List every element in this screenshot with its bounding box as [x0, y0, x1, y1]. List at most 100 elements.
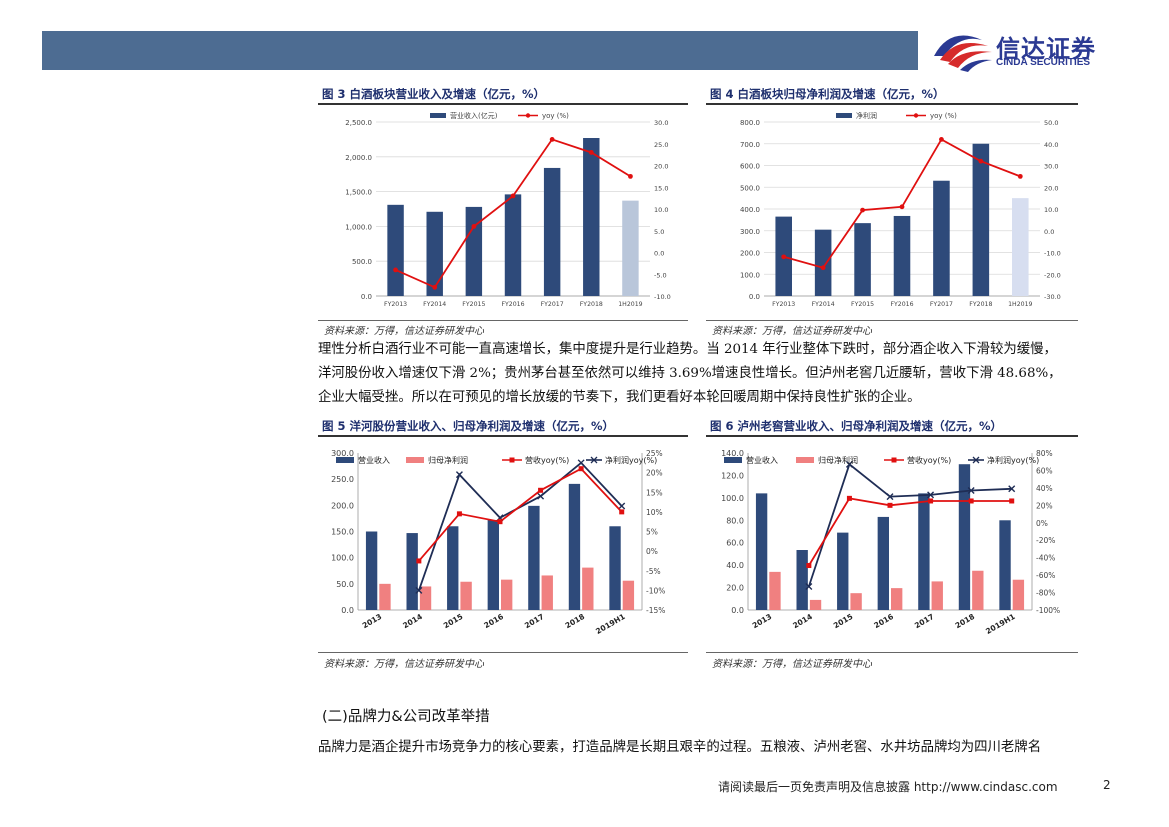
legend-profit-yoy-marker	[972, 456, 980, 464]
x-tick-label: 1H2019	[1008, 301, 1032, 308]
revenue-yoy-point	[456, 511, 462, 517]
y-tick-label: 0.0	[731, 606, 744, 615]
profit-bar-2017	[541, 575, 553, 610]
yoy-point	[1017, 173, 1023, 179]
y2-tick-label: 60%	[1036, 466, 1053, 475]
y-tick-label: 140.0	[721, 449, 744, 458]
revenue-bar-2013	[365, 531, 378, 610]
x-tick-label: 2013	[361, 612, 384, 630]
bar-FY2017	[933, 180, 950, 296]
y2-tick-label: 0%	[646, 547, 658, 556]
profit-bar-2017	[931, 581, 943, 610]
legend-bar-swatch	[430, 113, 446, 118]
y2-tick-label: 20%	[1036, 501, 1053, 510]
x-tick-label: 2019H1	[594, 612, 627, 636]
yoy-point	[549, 137, 555, 142]
y-tick-label: 0.0	[361, 293, 372, 301]
y-tick-label: 2,000.0	[345, 154, 372, 162]
y-tick-label: 150.0	[331, 528, 354, 537]
x-tick-label: FY2017	[930, 301, 953, 308]
y2-tick-label: 20.0	[654, 163, 668, 171]
paragraph-line-3: 企业大幅受挫。所以在可预见的增长放缓的节奏下，我们更看好本轮回暖周期中保持良性扩…	[318, 390, 921, 405]
y2-tick-label: -100%	[1036, 606, 1060, 615]
profit-yoy-point	[577, 459, 585, 467]
revenue-bar-2014	[796, 550, 808, 610]
body-paragraph: 理性分析白酒行业不可能一直高速增长，集中度提升是行业趋势。当 2014 年行业整…	[318, 338, 1118, 410]
revenue-bar-2016	[877, 516, 889, 610]
figure-4-chart: 0.0 100.0 200.0 300.0 400.0 500.0 600.0 700.0 80…	[740, 111, 1061, 308]
yoy-point	[393, 267, 398, 273]
profit-yoy-point	[805, 582, 813, 590]
legend-profit-yoy-label: 净利润yoy(%)	[605, 455, 657, 465]
figure-5-title: 图 5 洋河股份营业收入、归母净利润及增速（亿元，%）	[322, 419, 615, 433]
cinda-logo-icon	[934, 35, 992, 72]
x-tick-label: FY2015	[851, 301, 874, 308]
y2-tick-label: 25%	[646, 449, 663, 458]
y2-tick-label: 20.0	[1044, 184, 1058, 192]
x-tick-label: FY2014	[423, 301, 446, 308]
revenue-yoy-line	[808, 497, 1012, 566]
bar-FY2016	[893, 215, 911, 296]
y-tick-label: 120.0	[721, 471, 744, 480]
revenue-bar-2017	[918, 493, 930, 610]
yoy-point	[432, 284, 438, 290]
x-tick-label: 1H2019	[618, 301, 642, 308]
legend-bar-label: 净利润	[856, 111, 877, 120]
revenue-bar-2018	[568, 483, 581, 610]
y2-tick-label: -5.0	[654, 271, 667, 279]
figure-6-title: 图 6 泸州老窖营业收入、归母净利润及增速（亿元，%）	[710, 419, 1003, 433]
y2-tick-label: -10%	[646, 586, 665, 595]
revenue-yoy-point	[846, 495, 852, 501]
figure-4-title: 图 4 白酒板块归母净利润及增速（亿元，%）	[710, 87, 945, 101]
profit-yoy-point	[537, 492, 545, 500]
profit-yoy-point	[845, 460, 853, 468]
bar-1H2019	[622, 200, 639, 296]
footer-disclaimer: 请阅读最后一页免责声明及信息披露 http://www.cindasc.com	[718, 780, 1058, 794]
legend-profit-swatch	[796, 457, 814, 463]
y2-tick-label: -60%	[1036, 571, 1055, 580]
legend-profit-label: 归母净利润	[818, 455, 858, 465]
figure-5-chart: 0.0 50.0 100.0 150.0 200.0 250.0 300.0 -15% -10%…	[331, 449, 665, 636]
y2-tick-label: 0.0	[1044, 228, 1054, 236]
legend-profit-swatch	[406, 457, 424, 463]
x-tick-label: 2017	[523, 612, 546, 630]
y-tick-label: 60.0	[726, 539, 744, 548]
yoy-point	[781, 254, 787, 260]
legend-rev-yoy-marker	[891, 457, 897, 463]
y-tick-label: 600.0	[740, 163, 760, 171]
profit-bar-2016	[501, 579, 513, 610]
legend-line-label: yoy (%)	[542, 112, 569, 120]
x-tick-label: 2015	[832, 612, 855, 630]
x-tick-label: FY2016	[501, 301, 524, 308]
y2-tick-label: 15.0	[654, 184, 668, 192]
x-tick-label: FY2016	[890, 301, 913, 308]
legend-rev-yoy-marker	[509, 457, 515, 463]
figure-5-source: 资料来源：万得，信达证券研发中心	[324, 659, 484, 670]
legend-profit-label: 归母净利润	[428, 455, 468, 465]
x-tick-label: FY2018	[580, 301, 603, 308]
bar-FY2015	[465, 206, 483, 296]
yoy-point	[899, 204, 905, 210]
profit-yoy-point	[415, 586, 423, 594]
cinda-logo: 信达证券 CINDA SECURITIES	[930, 26, 1140, 74]
figure-3-bottom-rule	[318, 320, 688, 321]
yoy-point	[510, 193, 516, 199]
figure-6-rule	[706, 435, 1078, 437]
profit-yoy-point	[886, 493, 894, 501]
bar-FY2014	[426, 211, 443, 296]
y-tick-label: 100.0	[721, 494, 744, 503]
x-tick-label: 2014	[791, 612, 814, 630]
bar-FY2018	[972, 143, 990, 296]
bar-FY2016	[504, 194, 522, 296]
y2-tick-label: -5%	[646, 567, 661, 576]
x-tick-label: FY2013	[384, 301, 407, 308]
figure-3-rule	[318, 103, 688, 105]
revenue-yoy-point	[968, 498, 974, 504]
logo-text-cn: 信达证券	[996, 35, 1096, 63]
profit-yoy-point	[927, 491, 935, 499]
y-tick-label: 300.0	[331, 449, 354, 458]
x-tick-label: 2013	[751, 612, 774, 630]
x-tick-label: 2017	[913, 612, 936, 630]
profit-yoy-point	[967, 487, 975, 495]
legend-profit-yoy-marker	[590, 456, 598, 464]
